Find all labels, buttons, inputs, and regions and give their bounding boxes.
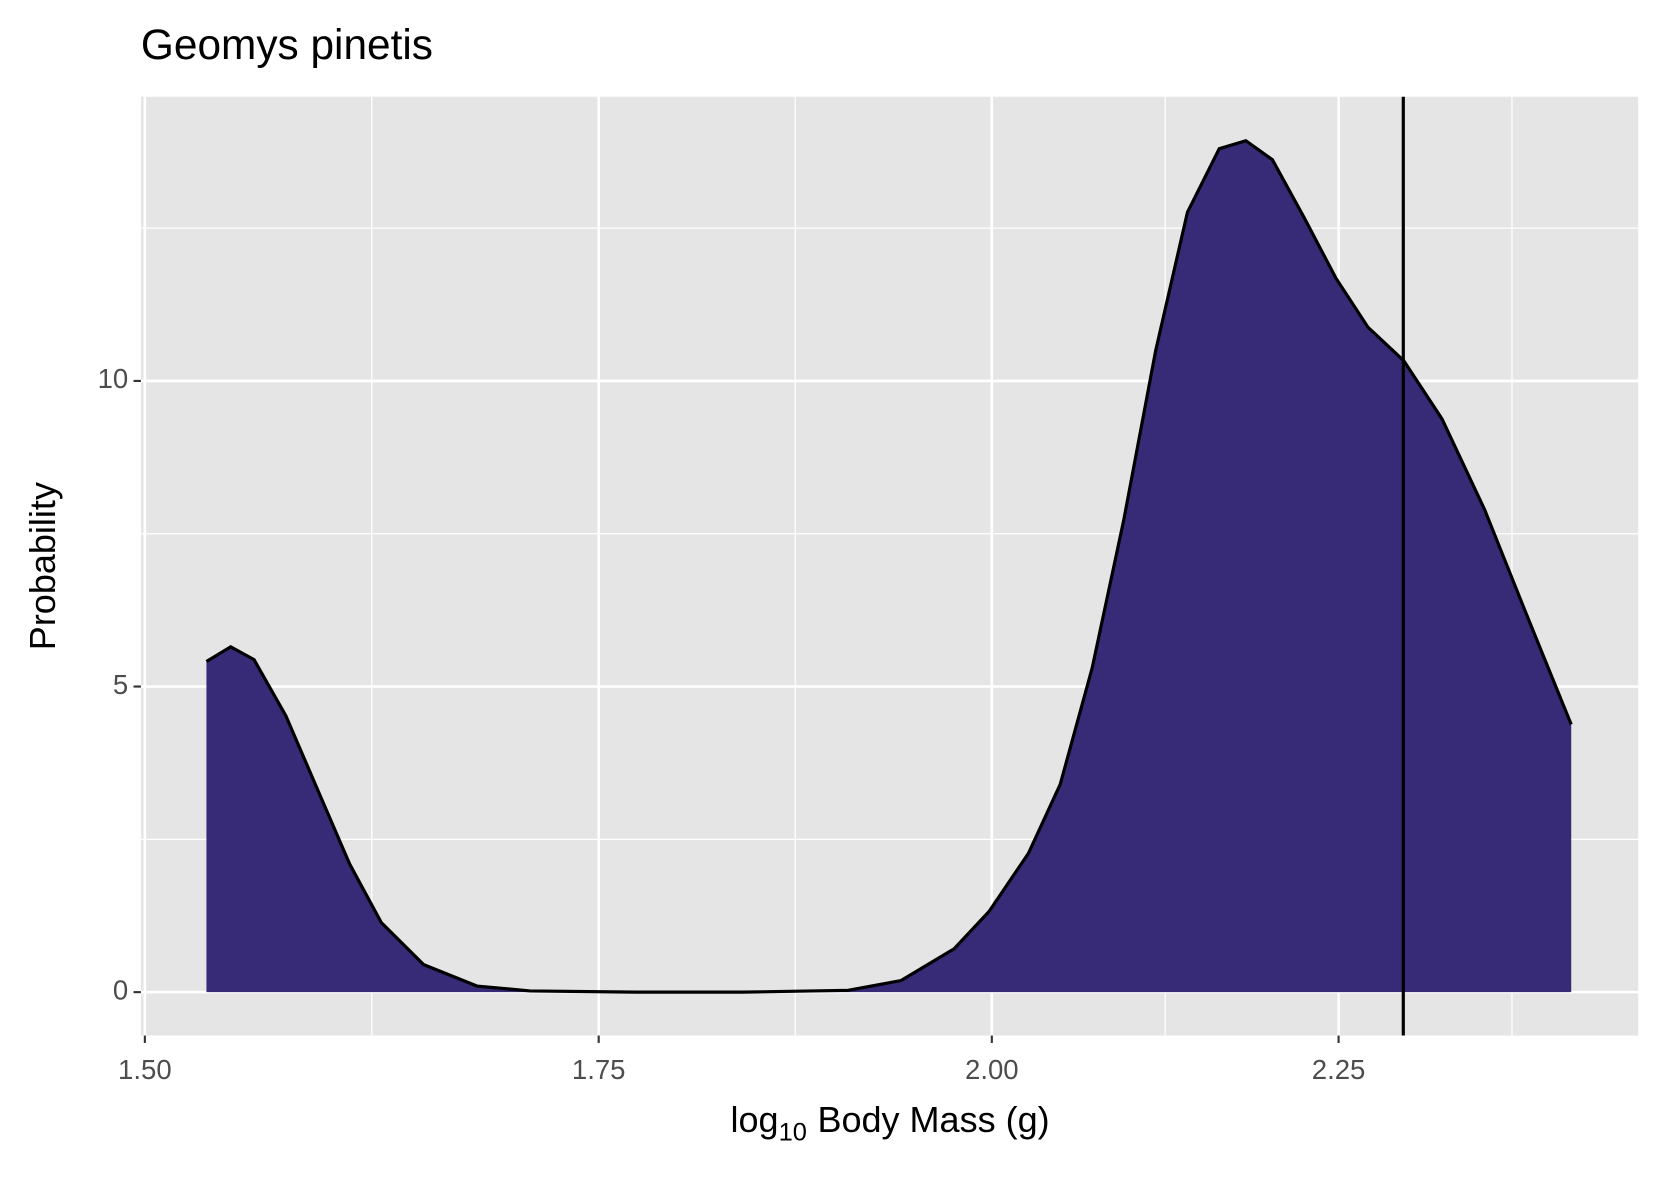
x-tick-label: 1.75	[572, 1054, 626, 1085]
y-tick-label: 0	[113, 974, 128, 1005]
x-tick-label: 2.25	[1312, 1054, 1366, 1085]
x-axis-title-part: Body Mass (g)	[817, 1099, 1049, 1140]
x-axis-title: log10 Body Mass (g)	[731, 1099, 1050, 1146]
density-line	[205, 138, 1573, 994]
x-tick-label: 2.00	[965, 1054, 1019, 1085]
y-tick-label: 5	[113, 669, 128, 700]
x-axis-title-subscript: 10	[779, 1118, 807, 1146]
x-tick-label: 1.50	[118, 1054, 172, 1085]
x-axis-title-part: log	[731, 1099, 779, 1140]
chart-title: Geomys pinetis	[141, 21, 433, 68]
y-tick-label: 10	[98, 363, 129, 394]
density-area	[206, 140, 1572, 993]
y-axis-title: Probability	[22, 482, 63, 650]
